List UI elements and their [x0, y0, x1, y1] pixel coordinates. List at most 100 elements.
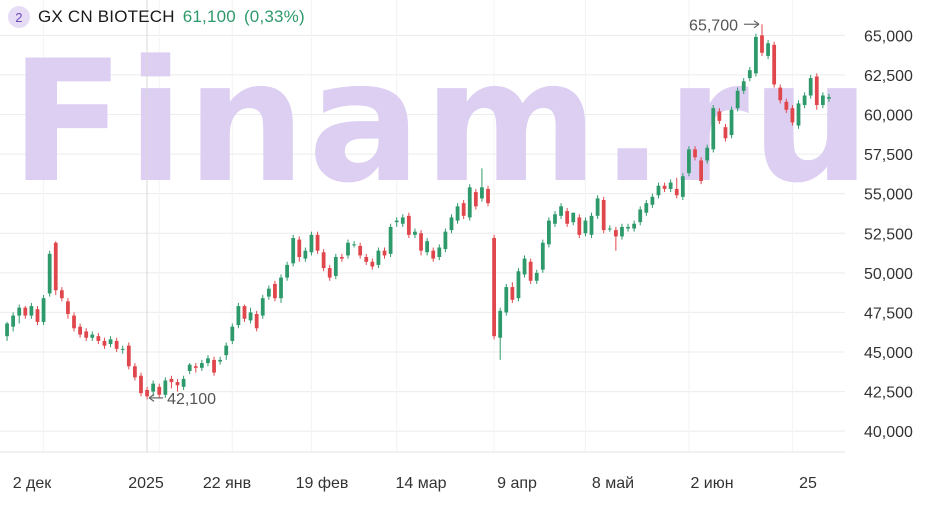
candle-body	[206, 358, 210, 364]
candle-body	[735, 90, 740, 109]
y-tick-label: 62,500	[864, 68, 913, 85]
candle-body	[772, 44, 777, 85]
candle-body	[729, 109, 734, 136]
candle-body	[59, 290, 64, 299]
candle-body	[413, 231, 417, 235]
candle-body	[717, 111, 722, 121]
candle-body	[461, 203, 466, 216]
candle-body	[406, 215, 411, 235]
candle-body	[309, 234, 314, 253]
x-tick-label: 9 апр	[497, 475, 537, 492]
x-tick-label: 8 май	[592, 475, 634, 492]
candle-body	[565, 211, 570, 224]
candle-body	[84, 331, 89, 338]
y-axis: 40,000 42,500 45,000 47,500 50,000 52,500 55,0…	[864, 28, 913, 441]
y-tick-label: 57,500	[864, 147, 913, 164]
x-tick-label: 25	[799, 475, 817, 492]
candle-body	[96, 336, 101, 341]
candle-body	[504, 287, 509, 313]
candle-body	[321, 252, 326, 269]
candle-body	[687, 149, 691, 174]
price-change: (0,33%)	[243, 7, 305, 26]
candle-body	[455, 206, 460, 221]
candle-body	[650, 196, 655, 205]
low-marker-arrowhead	[148, 393, 155, 402]
candle-body	[662, 185, 667, 189]
watermark: Finam.ru	[10, 24, 873, 220]
candle-body	[260, 298, 265, 316]
candle-body	[668, 182, 673, 189]
candle-body	[29, 306, 34, 316]
candle-body	[595, 198, 600, 216]
ticker-name: GX CN BIOTECH	[38, 7, 175, 26]
candle-body	[5, 323, 9, 337]
low-marker-label: 42,100	[167, 391, 216, 408]
x-tick-label: 2 дек	[13, 475, 53, 492]
candle-body	[796, 103, 801, 126]
candle-body	[297, 239, 302, 257]
candle-body	[534, 272, 539, 281]
candle-body	[626, 226, 630, 229]
candle-body	[473, 192, 478, 207]
candle-body	[273, 283, 277, 299]
candle-body	[400, 217, 405, 224]
candle-body	[327, 268, 332, 278]
x-tick-label: 2 июн	[690, 475, 733, 492]
candle-body	[754, 36, 758, 74]
candle-body	[723, 127, 728, 139]
candle-body	[394, 220, 399, 223]
candle-body	[449, 217, 454, 231]
candle-body	[827, 97, 831, 99]
candle-body	[492, 238, 496, 337]
candle-body	[382, 250, 387, 256]
price-markers: 65,700 42,100	[148, 17, 760, 408]
y-tick-label: 65,000	[864, 28, 913, 45]
candle-body	[425, 241, 430, 253]
candle-body	[388, 226, 393, 254]
candle-body	[620, 226, 624, 237]
candle-body	[224, 345, 229, 356]
candle-body	[41, 298, 46, 322]
candle-body	[315, 234, 320, 251]
candle-body	[157, 386, 162, 395]
candle-body	[632, 223, 637, 229]
candle-body	[802, 95, 807, 105]
y-tick-label: 60,000	[864, 108, 913, 125]
candle-body	[808, 78, 813, 96]
candle-body	[90, 334, 95, 338]
y-tick-label: 55,000	[864, 187, 913, 204]
candle-body	[705, 147, 710, 161]
candle-body	[133, 366, 137, 378]
candle-body	[577, 217, 582, 235]
candle-body	[102, 340, 107, 346]
candle-body	[193, 366, 198, 368]
candle-body	[11, 315, 16, 327]
candle-body	[352, 244, 356, 246]
candle-body	[741, 81, 746, 91]
candle-body	[145, 390, 149, 397]
x-tick-label: 19 фев	[296, 475, 349, 492]
candle-body	[540, 242, 545, 270]
candle-body	[175, 382, 180, 386]
candle-body	[53, 242, 58, 291]
candle-body	[23, 307, 28, 316]
candle-body	[78, 326, 82, 335]
candle-body	[814, 76, 819, 105]
candle-body	[784, 101, 789, 110]
y-tick-label: 50,000	[864, 266, 913, 283]
x-tick-label: 22 янв	[203, 475, 251, 492]
candle-body	[370, 261, 375, 267]
candles	[5, 24, 831, 400]
candle-body	[230, 326, 235, 341]
candle-body	[199, 363, 204, 368]
candle-body	[218, 359, 223, 362]
candle-body	[151, 383, 156, 392]
candle-body	[333, 257, 338, 276]
candle-body	[480, 187, 484, 199]
candle-body	[613, 230, 618, 237]
candle-body	[17, 307, 22, 316]
candle-body	[589, 215, 594, 235]
candle-body	[35, 309, 40, 322]
candle-body	[358, 245, 363, 256]
